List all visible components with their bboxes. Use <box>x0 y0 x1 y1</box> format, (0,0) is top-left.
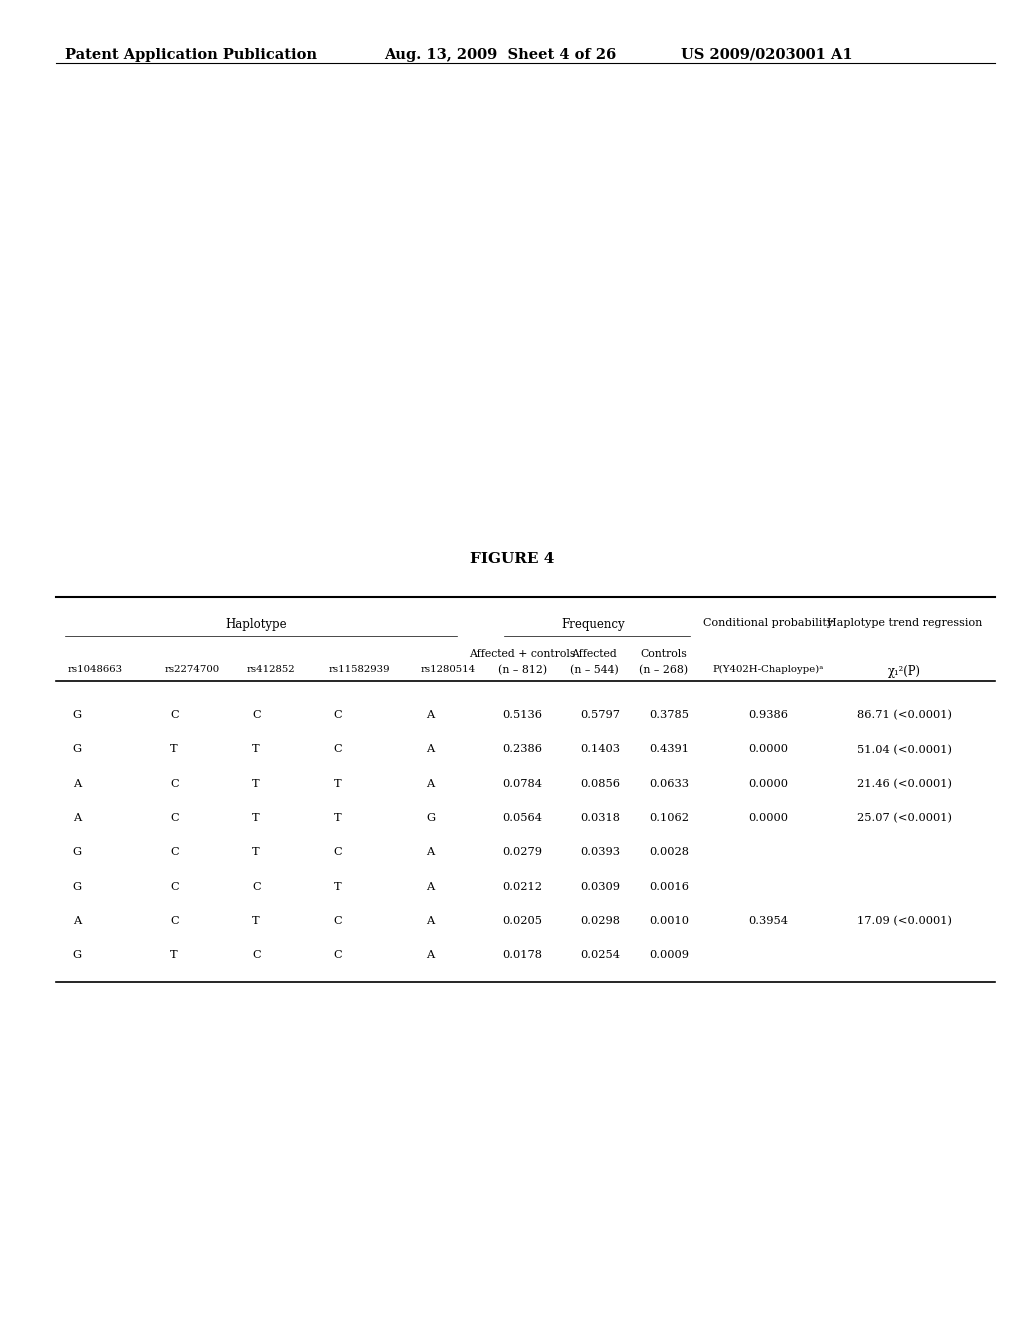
Text: 0.0000: 0.0000 <box>748 779 788 789</box>
Text: (n – 812): (n – 812) <box>498 665 547 676</box>
Text: rs1048663: rs1048663 <box>68 665 123 675</box>
Text: 0.1403: 0.1403 <box>580 744 621 755</box>
Text: Frequency: Frequency <box>561 618 625 631</box>
Text: 0.0856: 0.0856 <box>580 779 621 789</box>
Text: A: A <box>73 916 81 927</box>
Text: A: A <box>426 744 434 755</box>
Text: 0.9386: 0.9386 <box>748 710 788 721</box>
Text: 86.71 (<0.0001): 86.71 (<0.0001) <box>857 710 951 721</box>
Text: Conditional probability: Conditional probability <box>702 618 834 628</box>
Text: 0.0254: 0.0254 <box>580 950 621 961</box>
Text: A: A <box>73 813 81 824</box>
Text: 0.2386: 0.2386 <box>502 744 543 755</box>
Text: 0.0009: 0.0009 <box>649 950 690 961</box>
Text: 0.5797: 0.5797 <box>580 710 621 721</box>
Text: C: C <box>170 813 178 824</box>
Text: 17.09 (<0.0001): 17.09 (<0.0001) <box>857 916 951 927</box>
Text: C: C <box>334 744 342 755</box>
Text: 0.0016: 0.0016 <box>649 882 690 892</box>
Text: 0.0178: 0.0178 <box>502 950 543 961</box>
Text: 0.0205: 0.0205 <box>502 916 543 927</box>
Text: 0.0298: 0.0298 <box>580 916 621 927</box>
Text: 0.0784: 0.0784 <box>502 779 543 789</box>
Text: T: T <box>252 744 259 755</box>
Text: G: G <box>426 813 435 824</box>
Text: 25.07 (<0.0001): 25.07 (<0.0001) <box>857 813 951 824</box>
Text: A: A <box>426 916 434 927</box>
Text: 0.5136: 0.5136 <box>502 710 543 721</box>
Text: 0.0010: 0.0010 <box>649 916 690 927</box>
Text: C: C <box>170 847 178 858</box>
Text: Aug. 13, 2009  Sheet 4 of 26: Aug. 13, 2009 Sheet 4 of 26 <box>384 48 616 62</box>
Text: rs412852: rs412852 <box>247 665 295 675</box>
Text: 0.0000: 0.0000 <box>748 744 788 755</box>
Text: Haplotype trend regression: Haplotype trend regression <box>826 618 982 628</box>
Text: 0.3954: 0.3954 <box>748 916 788 927</box>
Text: A: A <box>426 847 434 858</box>
Text: C: C <box>334 847 342 858</box>
Text: C: C <box>334 710 342 721</box>
Text: rs2274700: rs2274700 <box>165 665 220 675</box>
Text: C: C <box>170 916 178 927</box>
Text: 51.04 (<0.0001): 51.04 (<0.0001) <box>857 744 951 755</box>
Text: T: T <box>334 779 341 789</box>
Text: (n – 268): (n – 268) <box>639 665 688 676</box>
Text: T: T <box>334 882 341 892</box>
Text: 0.0393: 0.0393 <box>580 847 621 858</box>
Text: 0.0318: 0.0318 <box>580 813 621 824</box>
Text: G: G <box>73 847 82 858</box>
Text: 0.0028: 0.0028 <box>649 847 690 858</box>
Text: (n – 544): (n – 544) <box>569 665 618 676</box>
Text: US 2009/0203001 A1: US 2009/0203001 A1 <box>681 48 853 62</box>
Text: C: C <box>334 950 342 961</box>
Text: Patent Application Publication: Patent Application Publication <box>65 48 316 62</box>
Text: C: C <box>170 882 178 892</box>
Text: G: G <box>73 710 82 721</box>
Text: 0.0000: 0.0000 <box>748 813 788 824</box>
Text: 0.3785: 0.3785 <box>649 710 690 721</box>
Text: rs11582939: rs11582939 <box>329 665 390 675</box>
Text: C: C <box>170 779 178 789</box>
Text: C: C <box>334 916 342 927</box>
Text: G: G <box>73 882 82 892</box>
Text: C: C <box>170 710 178 721</box>
Text: G: G <box>73 744 82 755</box>
Text: T: T <box>252 847 259 858</box>
Text: G: G <box>73 950 82 961</box>
Text: Controls: Controls <box>640 649 687 660</box>
Text: A: A <box>426 882 434 892</box>
Text: 0.4391: 0.4391 <box>649 744 690 755</box>
Text: T: T <box>170 744 177 755</box>
Text: C: C <box>252 882 260 892</box>
Text: 0.0309: 0.0309 <box>580 882 621 892</box>
Text: Affected + controls: Affected + controls <box>469 649 575 660</box>
Text: 21.46 (<0.0001): 21.46 (<0.0001) <box>857 779 951 789</box>
Text: 0.0279: 0.0279 <box>502 847 543 858</box>
Text: T: T <box>334 813 341 824</box>
Text: C: C <box>252 950 260 961</box>
Text: rs1280514: rs1280514 <box>421 665 476 675</box>
Text: T: T <box>252 813 259 824</box>
Text: A: A <box>73 779 81 789</box>
Text: C: C <box>252 710 260 721</box>
Text: T: T <box>252 779 259 789</box>
Text: χ₁²(P): χ₁²(P) <box>888 665 921 678</box>
Text: P(Y402H-Chaploype)ᵃ: P(Y402H-Chaploype)ᵃ <box>713 665 823 675</box>
Text: Affected: Affected <box>571 649 616 660</box>
Text: FIGURE 4: FIGURE 4 <box>470 552 554 566</box>
Text: A: A <box>426 779 434 789</box>
Text: A: A <box>426 950 434 961</box>
Text: T: T <box>252 916 259 927</box>
Text: Haplotype: Haplotype <box>225 618 288 631</box>
Text: 0.0633: 0.0633 <box>649 779 690 789</box>
Text: A: A <box>426 710 434 721</box>
Text: 0.1062: 0.1062 <box>649 813 690 824</box>
Text: 0.0212: 0.0212 <box>502 882 543 892</box>
Text: T: T <box>170 950 177 961</box>
Text: 0.0564: 0.0564 <box>502 813 543 824</box>
